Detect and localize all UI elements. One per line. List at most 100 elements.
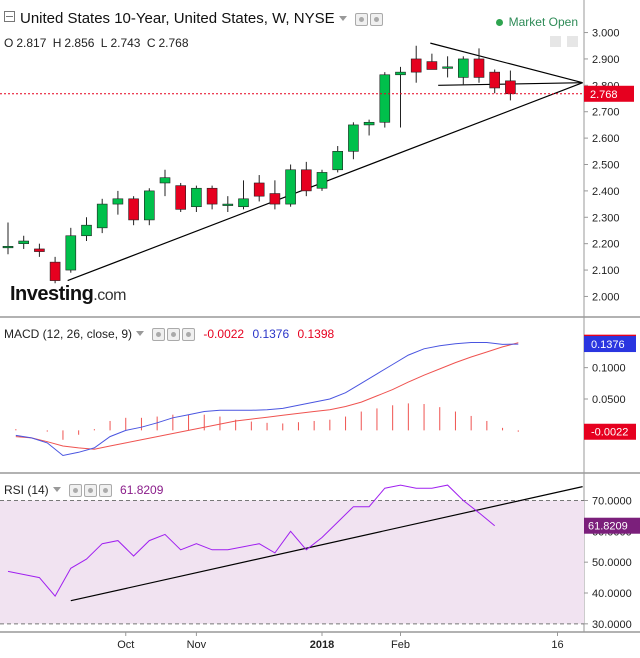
- candle-body: [96, 203, 108, 229]
- candle-body: [65, 235, 77, 271]
- candle: [65, 227, 77, 273]
- close-label: C: [146, 36, 156, 50]
- candle: [191, 185, 202, 212]
- candle: [332, 146, 344, 173]
- settings-icon[interactable]: [369, 12, 383, 26]
- y-tick-label: 30.0000: [592, 619, 632, 631]
- candle: [395, 66, 406, 128]
- candle: [316, 169, 328, 191]
- high-label: H: [52, 36, 62, 50]
- y-tick-label: 2.500: [592, 160, 620, 172]
- candle: [363, 119, 375, 136]
- candle: [473, 48, 485, 83]
- macd-legend: MACD (12, 26, close, 9) -0.0022 0.1376 0…: [4, 327, 335, 342]
- candle: [144, 188, 155, 226]
- chart-title: United States 10-Year, United States, W,…: [4, 10, 383, 27]
- candle-body: [316, 172, 328, 189]
- settings-icon[interactable]: [83, 484, 97, 498]
- candle: [18, 235, 30, 249]
- rsi-band: [0, 500, 584, 624]
- candle-body: [379, 74, 391, 123]
- visibility-icon[interactable]: [354, 12, 368, 26]
- candle: [2, 222, 14, 255]
- chart-title-text: United States 10-Year, United States, W,…: [20, 10, 335, 27]
- collapse-icon[interactable]: [4, 11, 15, 22]
- x-tick-label: Oct: [117, 639, 134, 651]
- x-tick-label: 16: [551, 639, 563, 651]
- candle: [379, 72, 391, 128]
- logo-text: Investing: [10, 283, 94, 305]
- maximize-icon[interactable]: [567, 36, 578, 47]
- candle: [442, 56, 453, 78]
- chevron-down-icon[interactable]: [338, 16, 347, 21]
- candle: [300, 161, 312, 197]
- y-tick-label: 40.0000: [592, 588, 632, 600]
- candle: [34, 243, 45, 257]
- rsi-value-tag: [584, 517, 640, 534]
- x-tick-label: Feb: [391, 639, 410, 651]
- candle: [426, 53, 438, 70]
- candle: [505, 70, 516, 101]
- macd-line-value-axis-tag: [584, 336, 636, 353]
- visibility-icon[interactable]: [152, 328, 166, 342]
- rsi-value: 61.8209: [120, 483, 164, 497]
- y-tick-label: 0.1000: [592, 363, 626, 375]
- candle-body: [348, 124, 359, 152]
- y-tick-label: 2.700: [592, 107, 620, 119]
- candle: [269, 180, 281, 210]
- macd-line: [15, 342, 519, 457]
- candle-body: [332, 151, 344, 171]
- close-icon[interactable]: [98, 484, 112, 498]
- rsi-value-axis-label: 61.8209: [588, 521, 628, 533]
- candle-body: [49, 261, 61, 281]
- rsi-line: [7, 484, 496, 597]
- candle-body: [128, 198, 139, 221]
- candle-body: [191, 187, 202, 208]
- chevron-down-icon[interactable]: [136, 331, 145, 336]
- x-tick-label: Nov: [187, 639, 207, 651]
- candle: [175, 182, 186, 212]
- info-icon[interactable]: [550, 36, 561, 47]
- candle-body: [175, 185, 186, 210]
- rsi-label: RSI (14): [4, 483, 49, 497]
- candle-body: [395, 71, 406, 76]
- y-tick-label: 2.900: [592, 54, 620, 66]
- candle-body: [34, 248, 45, 252]
- candle-body: [112, 198, 124, 205]
- candle-body: [222, 203, 234, 206]
- close-icon[interactable]: [182, 328, 196, 342]
- macd-signal-value: 0.1398: [297, 327, 335, 341]
- candle: [81, 217, 92, 242]
- logo-suffix: .com: [93, 287, 126, 304]
- candle: [96, 198, 108, 234]
- candle-body: [159, 177, 171, 184]
- candle-body: [457, 58, 469, 78]
- chevron-down-icon[interactable]: [52, 487, 61, 492]
- macd-hist-value-axis-label: -0.0022: [591, 427, 628, 439]
- ohlc-readout: O 2.817 H 2.856 L 2.743 C 2.768: [4, 36, 192, 50]
- market-status: Market Open: [495, 15, 578, 29]
- settings-icon[interactable]: [167, 328, 181, 342]
- candle-body: [2, 246, 14, 249]
- last-price-label: 2.768: [590, 89, 618, 101]
- candle: [49, 256, 61, 284]
- candle-body: [18, 240, 30, 244]
- candle: [206, 185, 218, 210]
- candle-body: [81, 224, 92, 237]
- low-value: 2.743: [110, 36, 141, 50]
- candle-body: [442, 66, 453, 69]
- x-tick-label: 2018: [310, 639, 334, 651]
- visibility-icon[interactable]: [68, 484, 82, 498]
- candle-body: [505, 80, 516, 95]
- open-value: 2.817: [16, 36, 47, 50]
- y-tick-label: 2.200: [592, 239, 620, 251]
- candle-body: [473, 58, 485, 78]
- candle: [410, 45, 422, 83]
- y-tick-label: 2.300: [592, 212, 620, 224]
- candle-body: [410, 58, 422, 73]
- candle-body: [253, 182, 265, 197]
- candle: [112, 190, 124, 215]
- candle: [128, 196, 139, 226]
- candle: [489, 69, 501, 94]
- macd-label: MACD (12, 26, close, 9): [4, 327, 133, 341]
